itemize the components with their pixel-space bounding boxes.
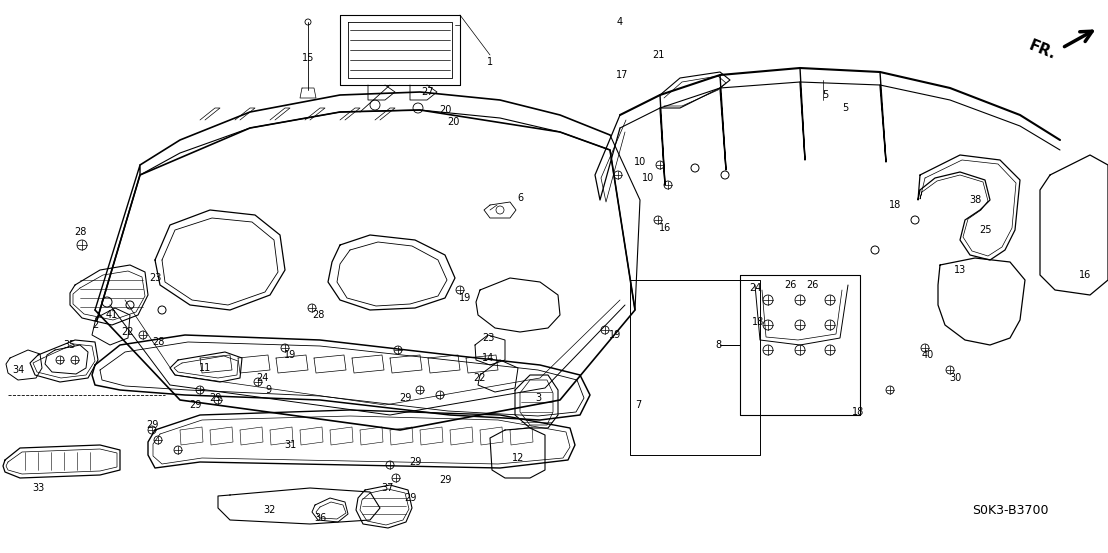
Text: 13: 13 [954,265,966,275]
Text: 19: 19 [609,330,622,340]
Text: 29: 29 [403,493,417,503]
Text: 30: 30 [948,373,961,383]
Text: 29: 29 [146,420,158,430]
Text: 23: 23 [148,273,161,283]
Text: 10: 10 [642,173,654,183]
Text: 21: 21 [652,50,664,60]
Text: 19: 19 [459,293,471,303]
Text: 6: 6 [517,193,523,203]
Text: 23: 23 [482,333,494,343]
Text: 15: 15 [301,53,315,63]
Text: 28: 28 [74,227,86,237]
Text: 26: 26 [806,280,818,290]
Text: 14: 14 [482,353,494,363]
Text: 31: 31 [284,440,296,450]
Text: 10: 10 [634,157,646,167]
Text: 22: 22 [122,327,134,337]
Text: 20: 20 [439,105,451,115]
Text: 8: 8 [715,340,721,350]
Text: 5: 5 [822,90,828,100]
Text: 36: 36 [314,513,326,523]
Text: FR.: FR. [1026,38,1058,62]
Text: 4: 4 [617,17,623,27]
Text: 25: 25 [978,225,992,235]
Text: 35: 35 [64,340,76,350]
Text: 29: 29 [439,475,451,485]
Text: 37: 37 [382,483,394,493]
Text: 1: 1 [486,57,493,67]
Text: 32: 32 [264,505,276,515]
Text: 22: 22 [474,373,486,383]
Text: 9: 9 [265,385,271,395]
Text: 17: 17 [616,70,628,80]
Text: 41: 41 [106,310,119,320]
Text: 28: 28 [311,310,325,320]
Text: 16: 16 [659,223,671,233]
Text: 33: 33 [32,483,44,493]
Text: 29: 29 [208,393,222,403]
Text: 29: 29 [409,457,421,467]
Text: 24: 24 [256,373,268,383]
Text: 7: 7 [635,400,642,410]
Text: 5: 5 [842,103,848,113]
Text: 40: 40 [922,350,934,360]
Text: S0K3-B3700: S0K3-B3700 [972,503,1048,517]
Text: 19: 19 [284,350,296,360]
Text: 38: 38 [968,195,981,205]
Text: 27: 27 [421,87,433,97]
Text: 16: 16 [1079,270,1091,280]
Text: 34: 34 [12,365,24,375]
Text: 3: 3 [535,393,541,403]
Text: 2: 2 [92,320,99,330]
Text: 20: 20 [447,117,459,127]
Text: 29: 29 [188,400,202,410]
Text: 29: 29 [399,393,411,403]
Text: 18: 18 [752,317,765,327]
Text: 24: 24 [749,283,761,293]
Text: 18: 18 [889,200,901,210]
Text: 26: 26 [783,280,797,290]
Text: 28: 28 [152,337,164,347]
Text: 12: 12 [512,453,524,463]
Text: 18: 18 [852,407,864,417]
Text: 11: 11 [198,363,212,373]
